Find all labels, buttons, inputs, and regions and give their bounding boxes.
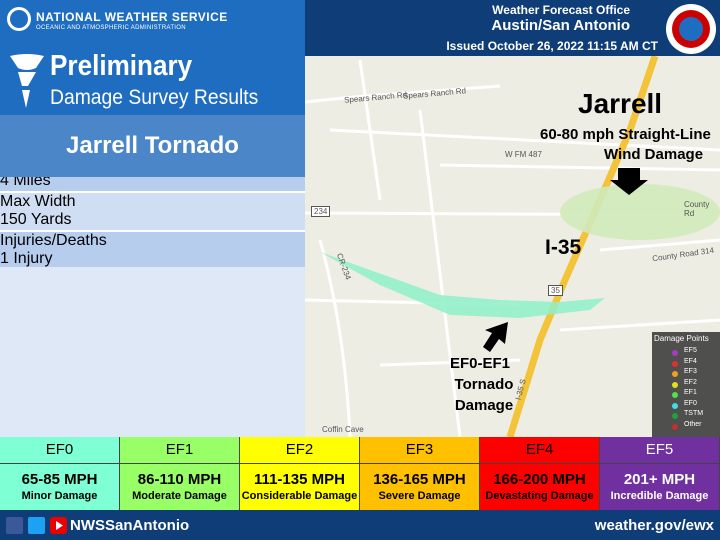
nws-logo [666, 4, 716, 54]
title-line2: Damage Survey Results [50, 86, 259, 109]
ef-desc: Considerable Damage [241, 490, 358, 502]
legend-label: TSTM [684, 410, 704, 417]
summary-panel: NATIONAL WEATHER SERVICE OCEANIC AND ATM… [0, 0, 305, 437]
row-value: 150 Yards [0, 211, 72, 228]
tornado-icon [10, 54, 44, 108]
ef-cell: EF3 136-165 MPH Severe Damage [360, 437, 480, 510]
agency: NATIONAL WEATHER SERVICE [36, 10, 228, 24]
office: Austin/San Antonio [491, 17, 630, 34]
legend-label: EF5 [684, 347, 697, 354]
ef-desc: Minor Damage [21, 490, 98, 502]
tornado-note: EF0-EF1 [449, 355, 510, 372]
ef-desc: Incredible Damage [610, 490, 709, 502]
issued: Issued October 26, 2022 11:15 AM CT [446, 39, 658, 53]
ef-cell: EF1 86-110 MPH Moderate Damage [120, 437, 240, 510]
event-title: Jarrell Tornado [0, 115, 305, 177]
ef-speed: 136-165 MPH [373, 471, 466, 488]
road-label: Coffin Cave [322, 425, 364, 434]
ef-desc: Severe Damage [378, 490, 461, 502]
row-value: 1 Injury [0, 250, 53, 267]
legend-label: EF1 [684, 389, 697, 396]
ef-cell: EF4 166-200 MPH Devastating Damage [480, 437, 600, 510]
ef-speed: 111-135 MPH [254, 471, 345, 488]
legend-symbol [672, 360, 678, 367]
legend-label: Other [684, 420, 702, 428]
row-label: Max Width [0, 193, 76, 210]
town-label: Jarrell [578, 88, 663, 119]
ef-speed: 201+ MPH [623, 471, 696, 488]
ef-rating: EF0 [0, 437, 119, 464]
ef-cell: EF2 111-135 MPH Considerable Damage [240, 437, 360, 510]
legend-symbol [672, 423, 678, 430]
header: NATIONAL WEATHER SERVICE OCEANIC AND ATM… [0, 0, 305, 115]
road-label: 234 [311, 206, 331, 217]
url: weather.gov/ewx [594, 517, 714, 534]
office-header: Weather Forecast Office Austin/San Anton… [305, 0, 720, 56]
ef-cell: EF5 201+ MPH Incredible Damage [600, 437, 720, 510]
road-label: 35 [548, 285, 563, 296]
legend-label: EF2 [684, 378, 697, 386]
agency-sub: OCEANIC AND ATMOSPHERIC ADMINISTRATION [36, 25, 186, 31]
ef-speed: 65-85 MPH [21, 471, 98, 488]
office-label: Weather Forecast Office [492, 3, 630, 17]
wind-note: Wind Damage [604, 146, 704, 163]
legend-label: EF4 [684, 357, 697, 365]
ef-rating: EF4 [480, 437, 599, 464]
legend-symbol [672, 350, 678, 356]
ef-desc: Devastating Damage [485, 490, 594, 502]
noaa-logo [7, 7, 31, 31]
legend-symbol [672, 392, 678, 398]
tornado-note: Tornado [454, 376, 514, 393]
ef-cell: EF0 65-85 MPH Minor Damage [0, 437, 120, 510]
ef-scale: EF0 65-85 MPH Minor Damage EF1 86-110 MPH Mod… [0, 437, 720, 510]
road-label: County Rd [684, 200, 710, 218]
row-label: Injuries/Deaths [0, 232, 107, 249]
highway-label: I-35 [545, 236, 582, 259]
info-row: Injuries/Deaths 1 Injury [0, 230, 305, 267]
legend-label: EF0 [684, 399, 697, 407]
ef-speed: 166-200 MPH [493, 471, 586, 488]
legend-symbol [672, 413, 678, 419]
ef-desc: Moderate Damage [132, 490, 227, 502]
legend-symbol [672, 381, 678, 388]
ef-rating: EF2 [240, 437, 359, 464]
ef-rating: EF1 [120, 437, 239, 464]
ef-speed: 86-110 MPH [137, 471, 222, 488]
ef-rating: EF3 [360, 437, 479, 464]
legend-label: EF3 [684, 368, 697, 375]
wind-note: 60-80 mph Straight-Line [540, 126, 711, 143]
info-row: Max Width 150 Yards [0, 191, 305, 230]
road-label: W FM 487 [505, 150, 542, 159]
footer: NWSSanAntonio weather.gov/ewx [0, 510, 720, 540]
legend-symbol [672, 371, 678, 377]
tornado-note: Damage [454, 397, 514, 414]
legend-symbol [672, 402, 678, 409]
ef-rating: EF5 [600, 437, 719, 464]
social-handle: NWSSanAntonio [70, 517, 190, 534]
title-line1: Preliminary [50, 50, 193, 82]
legend-title: Damage Points [654, 334, 709, 343]
social-icons [6, 517, 67, 534]
